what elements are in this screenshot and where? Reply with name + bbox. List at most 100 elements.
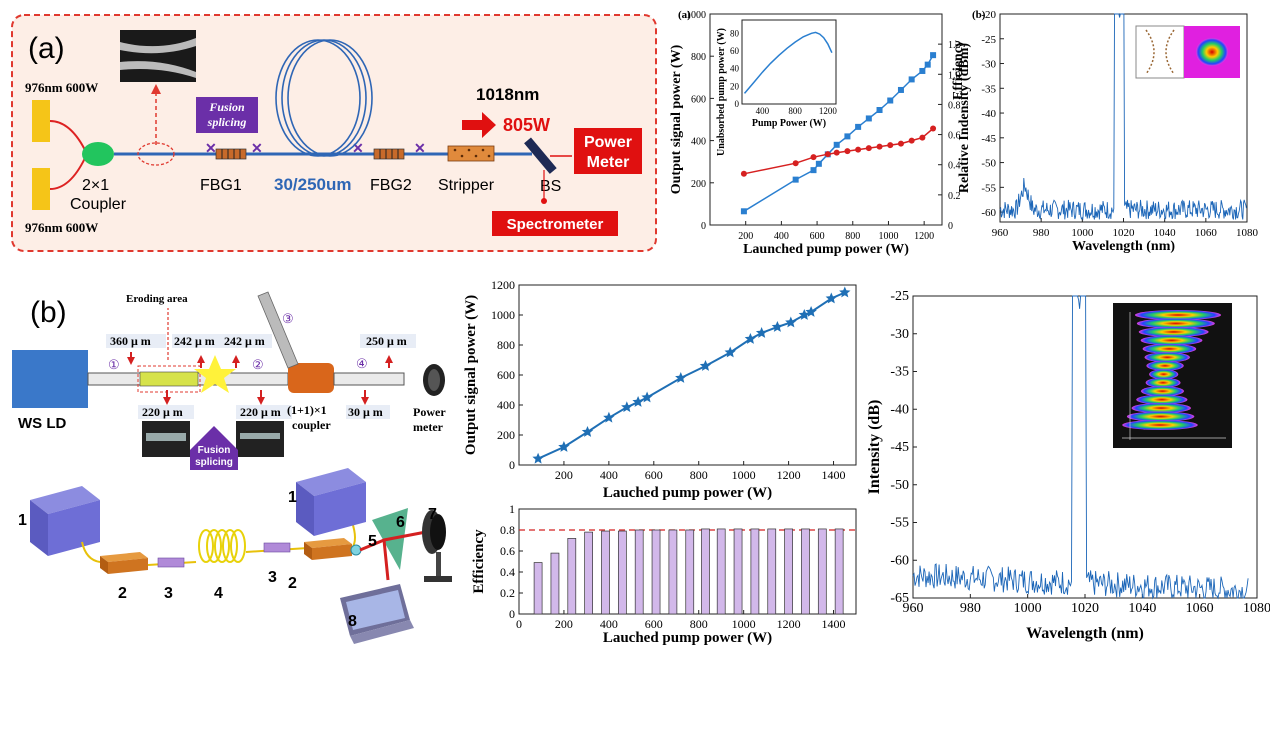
caustic-slice	[1140, 386, 1184, 397]
data-point	[558, 441, 570, 452]
y-tick-label: -60	[981, 207, 996, 219]
y2-axis-label: Efficiency	[951, 40, 966, 100]
data-point	[755, 327, 768, 338]
fusion-tag	[196, 97, 258, 133]
fbg2-label: FBG2	[370, 177, 412, 194]
svg-text:Meter: Meter	[587, 154, 630, 171]
data-point	[581, 426, 594, 437]
combiner-right	[304, 538, 352, 560]
x-tick-label: 200	[555, 617, 573, 631]
inset-y-tick-label: 0	[735, 99, 740, 109]
data-point	[930, 125, 937, 132]
y-tick-label: 800	[497, 338, 515, 352]
pump-fiber	[257, 291, 299, 369]
data-point	[887, 142, 894, 149]
data-point	[792, 176, 799, 183]
pump-diode-top	[32, 100, 50, 142]
combiner-left	[100, 552, 148, 574]
x-tick-label: 1000	[1071, 227, 1094, 239]
y2-tick-label: 0.2	[948, 191, 961, 202]
eroding-area-label: Eroding area	[126, 293, 188, 305]
x-tick-label: 1200	[914, 231, 934, 242]
y-tick-label: 0.8	[500, 523, 515, 537]
bar	[601, 530, 610, 615]
bar	[668, 529, 678, 615]
data-point	[798, 309, 810, 320]
inset-x-label: Pump Power (W)	[752, 118, 826, 129]
caustic-slice	[1134, 310, 1222, 320]
chart-spectrum-e: 960 980 1000 1020 1040 1060 1080 -65 -60 -55 -50 -4…	[866, 289, 1270, 642]
y-tick-label: -55	[981, 182, 996, 194]
data-point	[785, 316, 797, 328]
chart-output-power-a: 200 400 600 800 1000 120002004006008001000Lau…	[669, 9, 966, 257]
data-point	[908, 137, 915, 144]
component-number: 2	[288, 575, 297, 592]
data-point	[833, 149, 840, 156]
data-point	[675, 372, 687, 383]
component-number: 1	[18, 512, 27, 529]
y2-tick-label: 0.4	[948, 161, 961, 172]
data-point	[792, 160, 799, 167]
component-number: 1	[288, 489, 297, 506]
y-tick-label: 0.4	[500, 565, 515, 579]
y-tick-label: 0.6	[500, 544, 515, 558]
bar	[651, 529, 661, 615]
y-tick-label: -40	[981, 108, 996, 120]
bar	[567, 538, 577, 615]
svg-text:Fusion: Fusion	[208, 100, 245, 114]
inset-y-tick-label: 80	[730, 28, 740, 38]
inset-x-tick-label: 400	[756, 106, 770, 116]
power-meter-b-label-2: meter	[413, 420, 444, 434]
inset-y-tick-label: 40	[730, 64, 740, 74]
bar	[834, 528, 844, 615]
component-number: 7	[428, 506, 437, 523]
inset-x-tick-label: 1200	[819, 106, 838, 116]
data-point	[740, 170, 747, 177]
inset-frame	[741, 19, 837, 105]
dim-242a: 242 μ m	[174, 334, 215, 348]
component-number: 8	[348, 613, 357, 630]
marker-4: ④	[356, 356, 368, 371]
y-tick-label: -45	[981, 133, 996, 145]
pump-diode-bottom	[32, 168, 50, 210]
chart-output-power-c: 200 400 600 800 1000 1200 1400 0 200 400 600 800 100…	[463, 278, 857, 501]
output-arrow-icon	[462, 112, 496, 138]
y2-tick-label: 1.2	[948, 40, 961, 51]
y-tick-label: -50	[981, 158, 996, 170]
chart-efficiency-bars: 0 200 400 600 800 1000 1200 1400 0 0.2 0.4 0.6 0.8 1 L…	[471, 502, 857, 646]
beam-profile-sketch	[1135, 25, 1185, 79]
data-point	[805, 306, 817, 317]
y-tick-label: -40	[890, 402, 909, 417]
data-point	[897, 86, 904, 93]
y-tick-label: 200	[691, 179, 706, 190]
y-tick-label: 1	[509, 502, 515, 516]
y2-tick-label: 0.6	[948, 131, 961, 142]
inset-y-label: Unabsorbed pump power (W)	[716, 28, 727, 156]
data-point	[839, 286, 851, 298]
y-tick-label: -65	[890, 591, 909, 606]
dimension-arrows	[127, 352, 393, 405]
svg-text:Fusion: Fusion	[198, 445, 231, 456]
y-tick-label: -45	[890, 440, 909, 455]
y-tick-label: 400	[497, 398, 515, 412]
bar	[533, 562, 543, 615]
y-axis-label: Relative Indensity (dBm)	[957, 43, 972, 193]
beam-splitter	[524, 137, 557, 174]
setup-a-label: (a)	[28, 32, 65, 65]
data-point	[724, 346, 736, 358]
data-point	[897, 140, 904, 147]
bar	[617, 530, 627, 615]
fusion-splicing-tag	[190, 426, 238, 470]
bar	[750, 528, 760, 615]
bar	[767, 528, 777, 615]
svg-text:splicing: splicing	[207, 115, 247, 129]
svg-text:splicing: splicing	[195, 457, 233, 468]
caustic-slice	[1122, 420, 1198, 430]
power-meter	[574, 128, 642, 174]
coupler-2x1	[82, 142, 114, 166]
splice-mark: ✕	[205, 142, 217, 157]
x-tick-label: 1080	[1236, 227, 1259, 239]
data-point	[908, 76, 915, 83]
series-line	[743, 54, 934, 212]
y-tick-label: 800	[691, 52, 706, 63]
